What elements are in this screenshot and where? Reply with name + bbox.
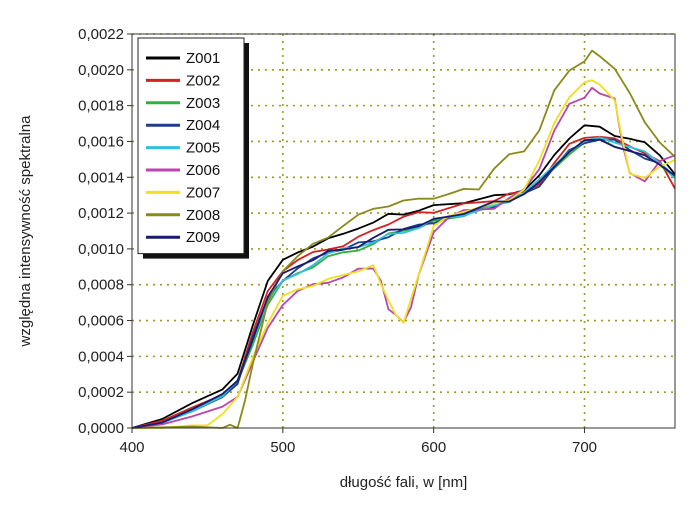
x-tick-label-3: 700 [572,439,597,456]
y-tick-label-8: 0,0016 [78,133,124,150]
x-axis-label: długość fali, w [nm] [340,474,468,491]
y-tick-label-2: 0,0004 [78,348,124,365]
x-tick-label-0: 400 [119,439,144,456]
legend-label-Z004: Z004 [186,117,220,134]
x-tick-label-1: 500 [270,439,295,456]
legend-box [137,37,245,255]
series-line-Z006 [131,86,676,429]
y-tick-label-7: 0,0014 [78,169,124,186]
y-tick-label-1: 0,0002 [78,384,124,401]
legend-label-Z003: Z003 [186,95,220,112]
legend-label-Z008: Z008 [186,207,220,224]
y-tick-label-9: 0,0018 [78,98,124,115]
legend-label-Z002: Z002 [186,72,220,89]
y-tick-label-4: 0,0008 [78,277,124,294]
legend-label-Z007: Z007 [186,184,220,201]
series-line-Z009 [131,138,676,429]
series-line-Z001 [131,124,676,429]
plot-frame [131,33,676,429]
series-line-Z008 [131,49,676,429]
y-tick-label-3: 0,0006 [78,313,124,330]
y-tick-label-6: 0,0012 [78,205,124,222]
ticks: 0,0000 0,0002 0,0004 0,0006 0,0008 0,0010 0,00… [78,26,597,456]
legend-label-Z009: Z009 [186,229,220,246]
legend: Z001 Z002 Z003 Z004 Z005 Z006 Z007 Z008 Z009 [137,37,249,259]
y-tick-label-10: 0,0020 [78,62,124,79]
y-axis-label: względna intensywność spektralna [17,115,34,348]
series-lines [131,49,676,429]
y-tick-label-0: 0,0000 [78,420,124,437]
y-tick-label-5: 0,0010 [78,241,124,258]
y-tick-label-11: 0,0022 [78,26,124,43]
legend-label-Z006: Z006 [186,162,220,179]
legend-label-Z001: Z001 [186,50,220,67]
legend-label-Z005: Z005 [186,140,220,157]
grid [132,33,675,428]
x-tick-label-2: 600 [421,439,446,456]
